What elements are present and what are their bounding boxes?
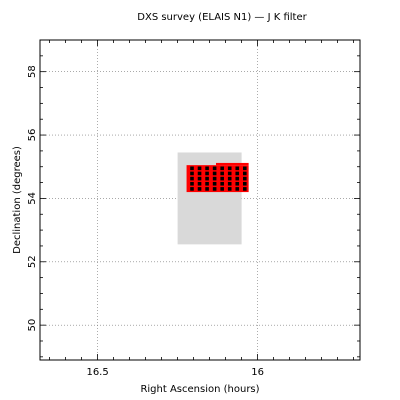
pointing-marker <box>235 171 240 176</box>
observed-area <box>216 162 249 166</box>
pointing-marker <box>220 166 224 171</box>
y-axis-label: Declination (degrees) <box>12 146 23 254</box>
pointing-marker <box>205 176 209 181</box>
pointing-markers <box>190 166 247 191</box>
x-tick-label: 16.5 <box>86 367 108 378</box>
pointing-marker <box>197 171 202 176</box>
pointing-marker <box>197 181 202 186</box>
axis-ticks <box>40 39 360 360</box>
pointing-marker <box>220 171 224 176</box>
pointing-marker <box>243 187 247 191</box>
pointing-marker <box>190 181 194 186</box>
pointing-marker <box>227 171 232 176</box>
pointing-marker <box>227 176 232 181</box>
pointing-marker <box>190 187 194 191</box>
y-tick-label: 52 <box>27 255 38 268</box>
pointing-marker <box>243 181 247 186</box>
pointing-marker <box>243 166 247 171</box>
y-tick-label: 56 <box>27 129 38 142</box>
pointing-marker <box>197 187 202 191</box>
x-tick-label: 16 <box>251 367 264 378</box>
pointing-marker <box>212 166 217 171</box>
pointing-marker <box>190 176 194 181</box>
y-tick-label: 58 <box>27 65 38 78</box>
pointing-marker <box>220 187 224 191</box>
chart-title: DXS survey (ELAIS N1) — J K filter <box>137 12 307 23</box>
pointing-marker <box>243 171 247 176</box>
pointing-marker <box>220 181 224 186</box>
pointing-marker <box>235 187 240 191</box>
y-tick-label: 50 <box>27 319 38 332</box>
pointing-marker <box>205 181 209 186</box>
pointing-marker <box>205 166 209 171</box>
y-tick-label: 54 <box>27 192 38 205</box>
plot-frame <box>39 39 361 361</box>
coverage-regions <box>177 152 249 245</box>
pointing-marker <box>243 176 247 181</box>
axis-tick-labels: 16.5 16 50 52 54 56 58 <box>27 65 264 378</box>
x-axis-label: Right Ascension (hours) <box>140 384 259 395</box>
pointing-marker <box>235 166 240 171</box>
pointing-marker <box>227 187 232 191</box>
pointing-marker <box>235 176 240 181</box>
pointing-marker <box>212 187 217 191</box>
pointing-marker <box>197 166 202 171</box>
pointing-marker <box>220 176 224 181</box>
pointing-marker <box>212 176 217 181</box>
pointing-marker <box>212 171 217 176</box>
observed-area <box>186 165 249 193</box>
pointing-marker <box>197 176 202 181</box>
pointing-marker <box>205 171 209 176</box>
pointing-marker <box>190 166 194 171</box>
pointing-marker <box>227 166 232 171</box>
pointing-marker <box>205 187 209 191</box>
pointing-marker <box>227 181 232 186</box>
pointing-marker <box>212 181 217 186</box>
pointing-marker <box>190 171 194 176</box>
pointing-marker <box>235 181 240 186</box>
